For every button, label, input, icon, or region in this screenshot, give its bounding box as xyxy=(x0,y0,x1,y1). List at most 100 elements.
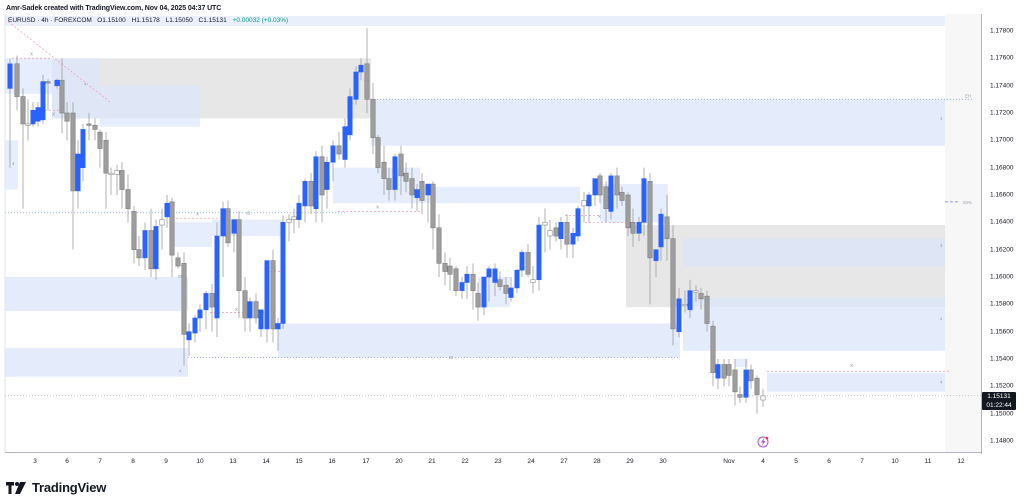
candle[interactable] xyxy=(336,132,342,160)
candle[interactable] xyxy=(86,113,92,141)
candle[interactable] xyxy=(547,219,553,250)
candle[interactable] xyxy=(30,102,36,127)
zone-box[interactable] xyxy=(5,277,188,312)
candle[interactable] xyxy=(253,293,259,324)
candle[interactable] xyxy=(525,244,531,278)
candle[interactable] xyxy=(225,200,231,247)
candle[interactable] xyxy=(710,320,716,387)
candle[interactable] xyxy=(726,359,732,387)
candle[interactable] xyxy=(682,290,688,313)
candle[interactable] xyxy=(291,208,297,234)
candle[interactable] xyxy=(630,208,636,247)
candle[interactable] xyxy=(732,359,738,406)
candle[interactable] xyxy=(503,277,509,305)
zone-box[interactable] xyxy=(5,348,188,377)
candle[interactable] xyxy=(625,192,631,237)
candle[interactable] xyxy=(470,263,476,310)
candle[interactable] xyxy=(570,227,576,258)
candle[interactable] xyxy=(136,236,142,267)
candle[interactable] xyxy=(45,78,51,111)
candle[interactable] xyxy=(302,178,308,223)
candle[interactable] xyxy=(164,195,170,228)
candle[interactable] xyxy=(619,186,625,206)
candle[interactable] xyxy=(497,271,503,291)
candle[interactable] xyxy=(653,249,659,278)
candle[interactable] xyxy=(409,167,415,209)
candle[interactable] xyxy=(614,167,620,209)
candle[interactable] xyxy=(658,208,664,261)
candle[interactable] xyxy=(342,118,348,168)
time-axis[interactable]: 3 6 7 8 9 10 13 14 15 16 17 20 21 22 23 24 27 28 29 30 Nov 4 5… xyxy=(5,452,981,468)
candle[interactable] xyxy=(103,132,109,209)
candle[interactable] xyxy=(693,285,699,302)
zone-box[interactable] xyxy=(371,99,945,146)
candle[interactable] xyxy=(459,277,465,299)
candle[interactable] xyxy=(275,318,281,351)
candle[interactable] xyxy=(608,173,614,220)
candle[interactable] xyxy=(59,58,65,134)
zone-box[interactable] xyxy=(5,140,18,190)
candle[interactable] xyxy=(715,359,721,390)
candle[interactable] xyxy=(313,151,319,223)
zone-box[interactable] xyxy=(420,186,580,204)
candle[interactable] xyxy=(296,195,302,228)
candle[interactable] xyxy=(704,290,710,332)
candle[interactable] xyxy=(414,184,420,212)
candle[interactable] xyxy=(186,323,192,357)
candle[interactable] xyxy=(698,287,704,310)
candle[interactable] xyxy=(748,364,754,390)
candle[interactable] xyxy=(641,167,647,237)
candle[interactable] xyxy=(475,282,481,321)
candle[interactable] xyxy=(286,214,292,242)
candle[interactable] xyxy=(754,375,760,414)
candle[interactable] xyxy=(80,123,86,182)
candle[interactable] xyxy=(75,140,81,209)
candle[interactable] xyxy=(760,389,766,407)
candle[interactable] xyxy=(403,162,409,193)
candle[interactable] xyxy=(308,173,314,215)
candle[interactable] xyxy=(169,197,175,278)
candle[interactable] xyxy=(25,99,31,141)
candle[interactable] xyxy=(209,283,215,332)
candle[interactable] xyxy=(197,304,203,332)
candle[interactable] xyxy=(425,183,431,223)
candle[interactable] xyxy=(558,216,564,250)
candle[interactable] xyxy=(54,78,60,89)
candle[interactable] xyxy=(453,266,459,297)
candle[interactable] xyxy=(35,102,41,127)
candle[interactable] xyxy=(743,359,749,403)
candle[interactable] xyxy=(192,315,198,343)
candle[interactable] xyxy=(258,309,264,338)
candle[interactable] xyxy=(436,214,442,278)
candle[interactable] xyxy=(319,145,325,223)
candle[interactable] xyxy=(70,102,76,250)
candle[interactable] xyxy=(358,58,364,81)
zone-box[interactable] xyxy=(100,85,200,127)
candle[interactable] xyxy=(14,55,20,111)
zone-box[interactable] xyxy=(278,323,680,358)
candle[interactable] xyxy=(398,145,404,196)
zone-box[interactable] xyxy=(735,359,748,368)
candle[interactable] xyxy=(386,167,392,201)
candle[interactable] xyxy=(264,260,270,343)
candle[interactable] xyxy=(270,249,276,343)
candle[interactable] xyxy=(636,216,642,242)
candle[interactable] xyxy=(721,359,727,387)
candle[interactable] xyxy=(236,211,242,319)
candle[interactable] xyxy=(203,290,209,329)
candle[interactable] xyxy=(575,205,581,242)
liquidity-line[interactable] xyxy=(7,21,111,103)
candle[interactable] xyxy=(542,208,548,253)
candle[interactable] xyxy=(419,173,425,215)
candle[interactable] xyxy=(392,154,398,201)
candle[interactable] xyxy=(330,140,336,182)
candle[interactable] xyxy=(114,164,120,196)
symbol-title[interactable]: EURUSD · 4h · FOREXCOM xyxy=(8,17,92,24)
zone-box[interactable] xyxy=(683,297,945,351)
candle[interactable] xyxy=(486,266,492,302)
candle[interactable] xyxy=(353,66,359,105)
candle[interactable] xyxy=(108,167,114,196)
candle[interactable] xyxy=(92,118,98,141)
candle[interactable] xyxy=(514,268,520,294)
candle[interactable] xyxy=(153,219,159,280)
